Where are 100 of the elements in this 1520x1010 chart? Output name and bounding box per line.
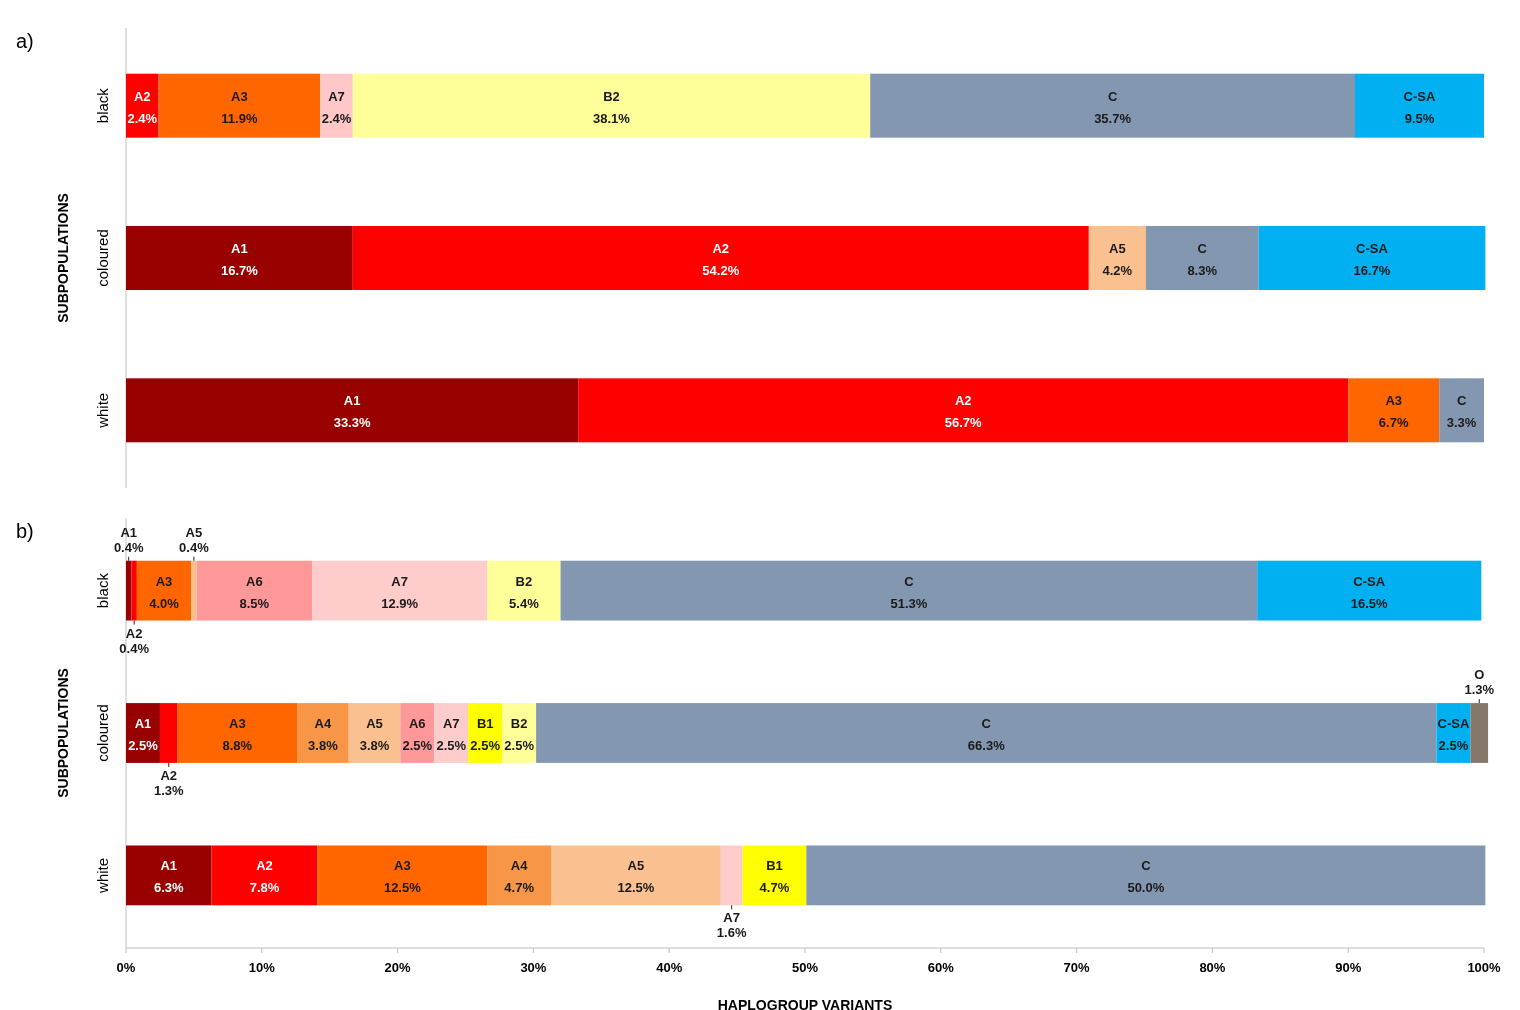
bar [720,845,743,906]
x-axis-title: HAPLOGROUP VARIANTS [717,997,893,1010]
series-label: A5 [1109,241,1126,256]
bar [551,845,721,906]
series-label: A7 [328,88,345,104]
series-label: A6 [408,716,426,731]
bar [126,378,579,443]
data-label: 0.4% [179,539,210,555]
bar [348,703,401,763]
text: b) [16,520,34,542]
data-label: 3.8% [308,738,339,753]
series-label: C-SA [1403,88,1436,104]
text: A5 [627,858,645,874]
series-label: A2 [133,88,151,104]
series-label: A3 [155,573,173,589]
series-label: B2 [510,716,528,731]
series-label: C-SA [1437,716,1470,731]
y-axis-title: SUBPOPULATIONS [55,193,71,323]
text: A3 [229,716,246,731]
bar [352,226,1089,290]
data-label: 12.5% [383,880,422,896]
x-tick-label: 10% [248,960,276,975]
data-label: 38.1% [593,110,631,126]
bar [126,845,212,906]
data-label: 16.5% [1350,595,1389,611]
bar [196,560,313,621]
bar [870,73,1355,138]
text: B2 [515,573,533,589]
data-label: 2.4% [127,110,158,126]
bar [1257,560,1482,621]
data-label: 7.8% [249,880,280,896]
data-label: 1.3% [1464,682,1495,698]
bar [136,560,192,621]
data-label: 50.0% [1127,880,1165,896]
data-label: 8.8% [222,738,253,753]
text: A1 [343,393,361,409]
text: A3 [1385,393,1403,409]
data-label: 8.3% [1187,263,1218,278]
x-tick-label: 80% [1199,960,1226,975]
data-label: 2.5% [402,738,433,753]
data-label: 16.7% [220,263,259,278]
y-tick-label: white [93,857,111,894]
text: A4 [510,858,528,874]
y-tick-label: coloured [93,229,111,287]
bar [352,73,871,138]
series-label: C [904,573,915,589]
bar [211,845,318,906]
data-label: 1.6% [716,925,747,941]
text: A6 [246,573,263,589]
text: A7 [391,573,408,589]
series-label: C [1107,88,1118,104]
y-tick-label: black [93,572,111,609]
data-label: 33.3% [333,415,371,431]
text: C-SA [1356,241,1388,256]
y-tick-label: coloured [93,704,111,762]
text: C [1197,241,1207,256]
x-tick-label: 100% [1467,960,1502,975]
bar [297,703,349,763]
data-label: 5.4% [509,595,540,611]
data-label: 3.3% [1446,415,1477,431]
data-label: 4.0% [149,595,180,611]
text: C [1141,858,1151,874]
data-label: 9.5% [1404,110,1435,126]
data-label: 0.4% [119,640,150,656]
data-label: 11.9% [221,110,258,126]
series-label: B1 [476,716,494,731]
data-label: 56.7% [944,415,983,431]
bar [806,845,1486,906]
x-tick-label: 70% [1063,960,1091,975]
bar [1439,378,1484,443]
x-tick-label: 20% [384,960,412,975]
text: B1 [766,858,783,874]
bar [131,560,137,621]
bar [158,73,321,138]
bar [578,378,1349,443]
data-label: 2.5% [470,738,501,753]
text: C [981,716,991,731]
data-label: 2.5% [128,738,159,753]
bar [191,560,197,621]
bar [1348,378,1440,443]
bar [1088,226,1146,290]
data-label: 12.9% [381,595,419,611]
data-label: 2.5% [1438,738,1469,753]
series-label: A5 [366,716,383,731]
y-tick-label: white [93,392,111,429]
data-label: 4.2% [1102,263,1133,278]
text: A7 [442,716,460,731]
text: A2 [256,858,273,874]
series-label: A1 [231,241,248,256]
x-tick-label: 40% [656,960,683,975]
x-tick-label: 50% [791,960,819,975]
bar [487,845,552,906]
bar [1354,73,1484,138]
x-tick-label: 0% [116,960,136,975]
data-label: 2.5% [504,738,535,753]
bar [560,560,1258,621]
y-tick-label: black [93,87,111,124]
bar [317,845,488,906]
bar [312,560,488,621]
text: C [1456,393,1467,409]
